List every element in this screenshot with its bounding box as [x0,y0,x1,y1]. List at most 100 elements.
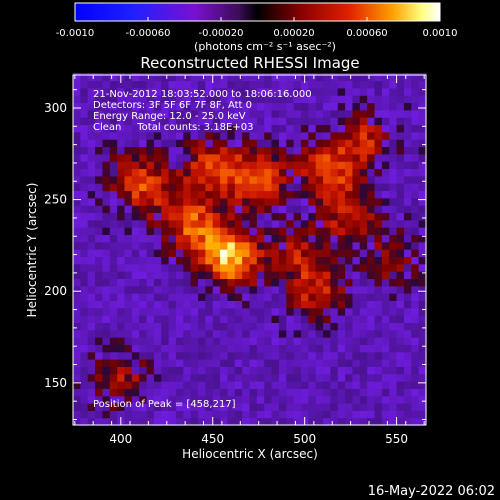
heatmap-cell [73,80,81,89]
heatmap-cell [227,80,236,89]
heatmap-cell [102,175,111,184]
heatmap-cell [198,212,206,221]
heatmap-cell [396,359,405,367]
heatmap-cell [153,153,162,162]
heatmap-cell [234,205,243,214]
heatmap-cell [73,278,81,287]
heatmap-cell [153,307,162,316]
heatmap-cell [308,212,317,221]
heatmap-cell [183,322,192,331]
heatmap-cell [278,395,287,404]
heatmap-cell [242,131,251,140]
heatmap-cell [315,315,324,323]
heatmap-cell [396,351,405,360]
heatmap-cell [403,205,412,214]
heatmap-cell [323,146,331,155]
heatmap-cell [205,388,214,397]
heatmap-cell [190,131,199,140]
heatmap-cell [264,395,273,404]
heatmap-cell [80,219,89,228]
heatmap-cell [175,131,184,140]
heatmap-cell [183,263,192,272]
heatmap-cell [242,395,251,404]
heatmap-cell [139,161,148,170]
heatmap-cell [293,293,302,301]
heatmap-cell [278,139,287,148]
heatmap-cell [359,117,368,126]
heatmap-cell [264,359,273,367]
heatmap-cell [352,146,361,155]
heatmap-cell [418,117,427,126]
heatmap-cell [359,395,368,404]
heatmap-cell [352,315,361,323]
heatmap-cell [308,87,317,96]
heatmap-cell [153,351,162,360]
heatmap-cell [198,73,206,82]
heatmap-cell [227,109,236,118]
heatmap-cell [323,351,331,360]
heatmap-cell [300,278,309,287]
heatmap-cell [73,300,81,309]
heatmap-cell [95,109,104,118]
heatmap-cell [124,190,133,199]
heatmap-cell [117,219,126,228]
heatmap-cell [227,131,236,140]
heatmap-cell [411,293,420,301]
heatmap-cell [80,175,89,184]
heatmap-cell [175,263,184,272]
heatmap-cell [95,344,104,353]
heatmap-cell [146,278,155,287]
colorbar-ticks: -0.0010 -0.00060 -0.00020 0.00020 0.00060 0.0… [56,17,458,39]
heatmap-cell [286,410,295,419]
heatmap-cell [330,80,339,89]
heatmap-cell [264,227,273,236]
heatmap-cell [205,227,214,236]
heatmap-cell [242,373,251,382]
heatmap-cell [183,205,192,214]
heatmap-cell [286,102,295,111]
heatmap-cell [183,190,192,199]
heatmap-cell [205,87,214,96]
heatmap-cell [293,329,302,338]
heatmap-cell [212,80,221,89]
heatmap-cell [264,366,273,375]
heatmap-cell [220,249,229,258]
heatmap-cell [367,117,376,126]
heatmap-cell [359,80,368,89]
heatmap-cell [80,417,89,426]
heatmap-cell [183,197,192,206]
heatmap-cell [330,146,339,155]
heatmap-cell [80,329,89,338]
heatmap-cell [374,241,383,250]
heatmap-cell [345,205,354,214]
heatmap-cell [345,175,354,184]
heatmap-cell [249,109,258,118]
heatmap-cell [87,161,96,170]
heatmap-cell [389,139,398,148]
heatmap-cell [161,322,170,331]
heatmap-cell [117,351,126,360]
heatmap-cell [205,109,214,118]
heatmap-cell [396,124,405,133]
heatmap-cell [345,197,354,206]
heatmap-cell [418,366,427,375]
heatmap-cell [271,131,280,140]
heatmap-cell [330,329,339,338]
heatmap-cell [278,300,287,309]
footer-timestamp: 16-May-2022 06:02 [368,484,495,499]
heatmap-cell [345,329,354,338]
heatmap-cell [411,153,420,162]
heatmap-cell [175,293,184,301]
heatmap-cell [220,87,229,96]
heatmap-cell [367,109,376,118]
heatmap-cell [403,344,412,353]
heatmap-cell [315,190,324,199]
heatmap-cell [330,190,339,199]
heatmap-cell [411,359,420,367]
heatmap-cell [87,234,96,243]
heatmap-cell [205,344,214,353]
heatmap-cell [87,183,96,192]
heatmap-cell [227,197,236,206]
heatmap-cell [411,278,420,287]
heatmap-cell [330,161,339,170]
